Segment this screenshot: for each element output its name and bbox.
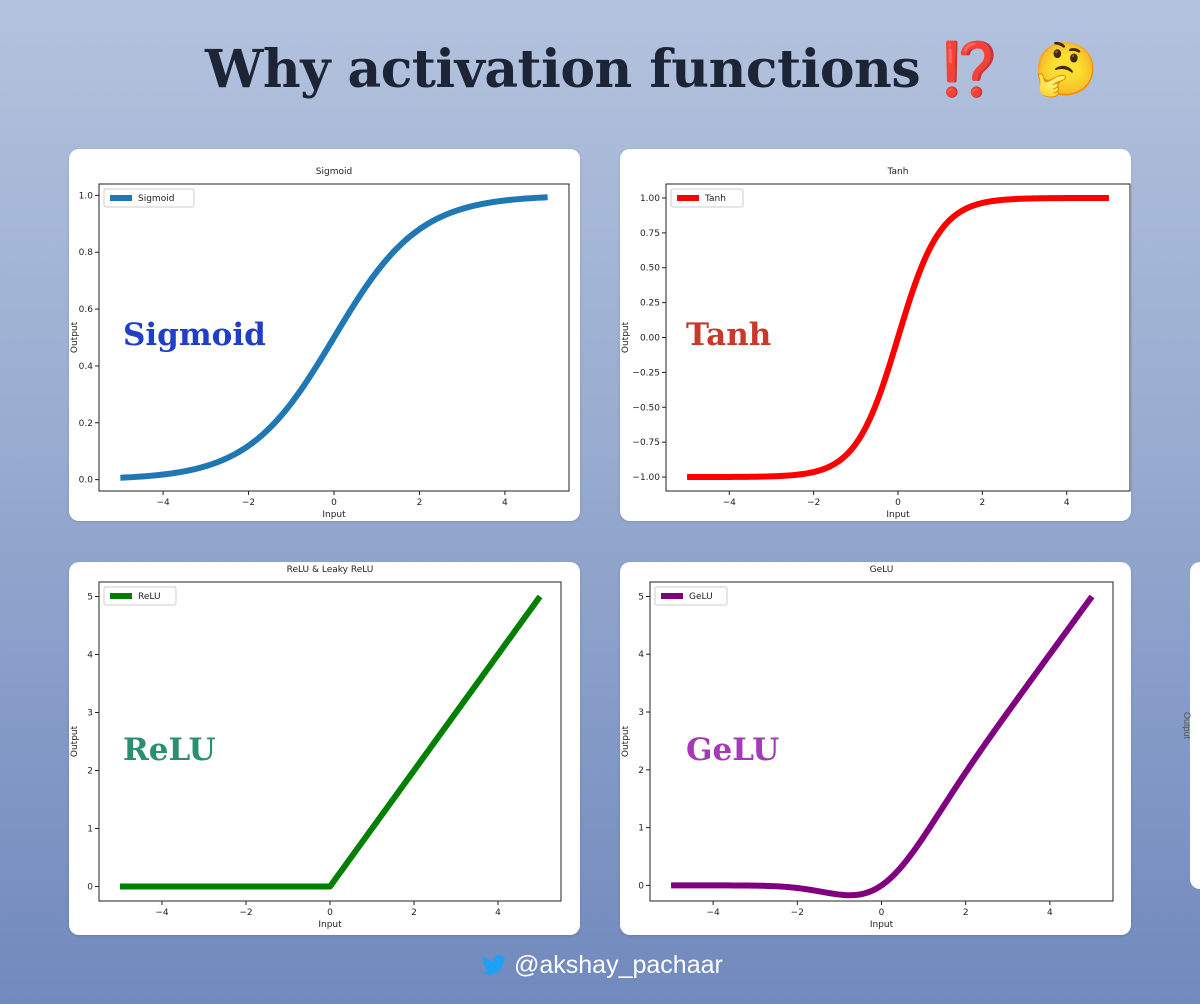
chart-card-tanh: Tanh −4 −2 0 2 4 −1.00 −0.75 −0.50 −0.25 0.00 0.25 0… [620,149,1131,521]
chart-sigmoid: Sigmoid −4 −2 0 2 4 0.0 0.2 0.4 0.6 0.8 1.0 Input Out… [70,167,570,520]
exclamation-question-icon: ⁉️ [937,39,1003,100]
x-tick-label: −2 [807,498,820,508]
y-tick-label: 1 [638,824,644,834]
x-tick-label: −2 [239,908,252,918]
y-tick-label: 1.0 [79,191,94,201]
series-line-gelu [670,594,1095,899]
y-tick-label: 5 [638,592,644,602]
x-tick-label: 0 [895,498,901,508]
y-tick-label: −1.00 [632,473,660,483]
x-tick-label: −4 [706,908,720,918]
legend-label: GeLU [689,592,713,602]
legend-box [103,188,195,208]
x-tick-label: 4 [1064,498,1070,508]
chart-relu: ReLU & Leaky ReLU −4 −2 0 2 4 0 1 2 3 4 5 Input Outpu… [70,565,562,930]
y-tick-label: 4 [87,651,93,661]
y-tick-label: 5 [87,593,93,603]
y-tick-label: 0.8 [79,248,94,258]
chart-title: Sigmoid [316,167,352,177]
x-tick-label: 0 [331,498,337,508]
x-tick-label: 2 [411,908,417,918]
y-tick-label: 0.0 [79,476,94,486]
x-tick-label: 0 [879,908,885,918]
legend-box [654,586,728,606]
x-tick-label: −4 [156,498,170,508]
y-tick-label: 0.75 [640,229,660,239]
x-axis-label: Input [870,920,894,930]
y-tick-label: −0.75 [632,438,660,448]
chart-card-relu: ReLU & Leaky ReLU −4 −2 0 2 4 0 1 2 3 4 5 Input Outpu… [69,562,580,935]
x-tick-label: −4 [155,908,169,918]
x-tick-label: −2 [242,498,255,508]
legend: GeLU [654,586,728,606]
y-axis-label: Output [70,725,80,757]
y-axis-label: Output [621,321,631,353]
y-tick-label: 0.4 [79,362,94,372]
x-axis-label: Input [322,510,346,520]
y-tick-label: −0.25 [632,368,660,378]
y-tick-label: 0 [638,881,644,891]
author-handle: @akshay_pachaar [514,950,723,979]
series-line-relu [119,594,543,890]
chart-gelu: GeLU −4 −2 0 2 4 0 1 2 3 4 5 Input Output GeLU GeLU [621,565,1114,930]
y-tick-label: 0.2 [79,419,93,429]
overlay-label-relu: ReLU [123,732,216,768]
y-tick-label: 0.25 [640,299,660,309]
y-tick-label: −0.50 [632,403,660,413]
title-text: Why activation functions [205,39,921,100]
chart-title: GeLU [870,565,894,575]
x-axis-label: Input [318,920,342,930]
y-tick-label: 3 [87,709,93,719]
y-tick-label: 4 [638,650,644,660]
y-tick-label: 0.50 [640,264,660,274]
x-tick-label: 4 [1047,908,1053,918]
partial-axis-label: Output [1182,712,1192,740]
y-tick-label: 2 [638,766,644,776]
y-tick-label: 0.6 [79,305,94,315]
x-tick-label: 0 [327,908,333,918]
y-tick-label: 3 [638,708,644,718]
legend-label: ReLU [138,592,161,602]
x-tick-label: −2 [791,908,804,918]
x-tick-label: 4 [495,908,501,918]
chart-card-sigmoid: Sigmoid −4 −2 0 2 4 0.0 0.2 0.4 0.6 0.8 1.0 Input Out… [69,149,580,521]
chart-title: Tanh [887,167,909,177]
x-tick-label: 2 [979,498,985,508]
x-tick-label: 2 [963,908,969,918]
footer-handle[interactable]: @akshay_pachaar [482,949,723,981]
y-tick-label: 2 [87,767,93,777]
legend-label: Sigmoid [138,194,174,204]
page-title: Why activation functions ⁉️ 🤔 [205,38,1098,102]
legend-box [103,586,177,606]
x-tick-label: −4 [723,498,737,508]
thinking-face-icon: 🤔 [1033,39,1099,100]
overlay-label-sigmoid: Sigmoid [123,317,266,353]
x-tick-label: 4 [502,498,508,508]
y-tick-label: 1.00 [640,194,660,204]
chart-title: ReLU & Leaky ReLU [287,565,374,575]
y-tick-label: 0.00 [640,334,660,344]
series-line-tanh [686,194,1110,481]
chart-tanh: Tanh −4 −2 0 2 4 −1.00 −0.75 −0.50 −0.25 0.00 0.25 0… [621,167,1131,520]
legend: Sigmoid [103,188,195,208]
overlay-label-gelu: GeLU [686,732,779,768]
legend-box [670,188,744,208]
y-axis-label: Output [70,321,80,353]
y-tick-label: 1 [87,825,93,835]
overlay-label-tanh: Tanh [686,317,771,353]
series-line-sigmoid [119,194,549,481]
y-axis-label: Output [621,725,631,757]
legend-label: Tanh [704,194,726,204]
y-tick-label: 0 [87,883,93,893]
chart-card-gelu: GeLU −4 −2 0 2 4 0 1 2 3 4 5 Input Output GeLU GeLU [620,562,1131,935]
x-tick-label: 2 [417,498,423,508]
twitter-bird-icon [482,955,506,975]
legend: Tanh [670,188,744,208]
partial-chart-card: Output [1182,562,1200,889]
x-axis-label: Input [886,510,910,520]
legend: ReLU [103,586,177,606]
